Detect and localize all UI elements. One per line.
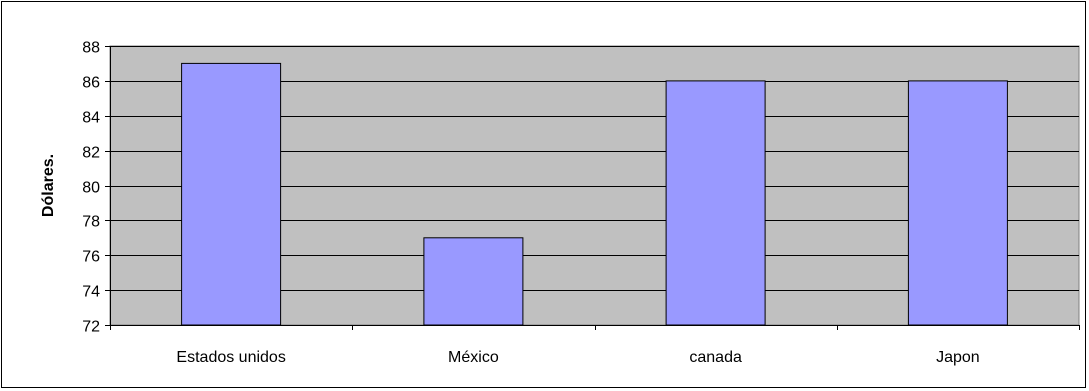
x-tick-labels: Estados unidos México canada Japon — [110, 325, 1080, 366]
y-tick-label-76: 76 — [82, 249, 100, 266]
bar-1 — [423, 237, 524, 326]
y-tick-label-78: 78 — [82, 214, 100, 231]
y-tick-labels: 72 74 76 78 80 82 84 86 88 — [82, 40, 110, 336]
x-tick-label-1: México — [448, 349, 499, 366]
y-tick-label-74: 74 — [82, 284, 100, 301]
bar-0 — [181, 62, 282, 326]
y-tick-label-88: 88 — [82, 40, 100, 57]
y-tick-label-86: 86 — [82, 75, 100, 92]
y-tick-label-72: 72 — [82, 319, 100, 336]
x-tick-label-2: canada — [689, 349, 742, 366]
bars — [181, 62, 1008, 326]
y-tick-label-82: 82 — [82, 145, 100, 162]
bar-3 — [907, 80, 1008, 326]
bar-2 — [665, 80, 766, 326]
x-tick-label-3: Japon — [936, 349, 980, 366]
y-tick-label-84: 84 — [82, 110, 100, 127]
x-tick-label-0: Estados unidos — [176, 349, 285, 366]
y-tick-label-80: 80 — [82, 180, 100, 197]
y-axis-title: Dólares. — [40, 154, 57, 217]
